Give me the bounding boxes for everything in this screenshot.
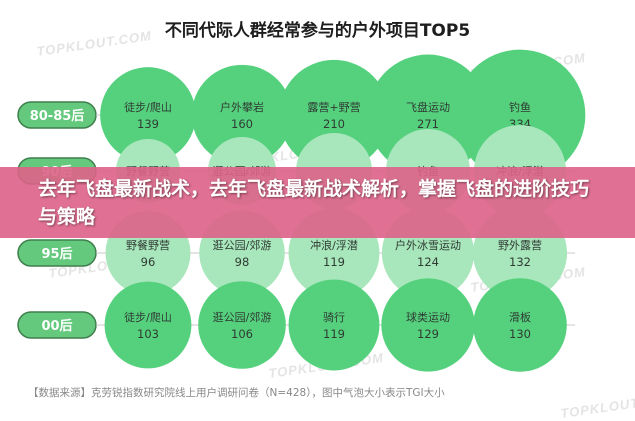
bubble-activity-label: 户外冰雪运动	[395, 238, 461, 252]
bubble-activity-label: 滑板	[509, 310, 531, 324]
bubble-tgi-value: 96	[141, 255, 156, 269]
bubble-activity-label: 野外露营	[498, 238, 542, 252]
bubble-tgi-value: 130	[509, 327, 531, 341]
bubble	[473, 278, 567, 372]
bubble-activity-label: 户外攀岩	[220, 100, 264, 114]
bubble-activity-label: 徒步/爬山	[124, 310, 172, 324]
bubble-tgi-value: 98	[235, 255, 250, 269]
bubble-row: 00后 徒步/爬山 103 逛公园/郊游 106 骑行 119 球类运动 129 滑板 130	[17, 278, 575, 372]
bubble-tgi-value: 139	[137, 117, 159, 131]
bubble	[288, 279, 380, 371]
bubble	[198, 281, 286, 369]
bubble-tgi-value: 119	[323, 255, 345, 269]
bubble-tgi-value: 119	[323, 327, 345, 341]
bubble	[278, 59, 390, 171]
bubble-activity-label: 球类运动	[406, 310, 450, 324]
bubble-tgi-value: 210	[323, 117, 345, 131]
bubble-activity-label: 骑行	[323, 311, 345, 324]
overlay-banner: 去年飞盘最新战术，去年飞盘最新战术解析，掌握飞盘的进阶技巧与策略	[0, 167, 635, 238]
chart-title: 不同代际人群经常参与的户外项目TOP5	[164, 21, 471, 41]
row-label: 80-85后	[30, 108, 85, 124]
source-note: 【数据来源】克劳锐指数研究院线上用户调研问卷（N=428），图中气泡大小表示TG…	[28, 387, 445, 399]
bubble-tgi-value: 106	[231, 327, 253, 341]
bubble	[100, 67, 196, 163]
bubble-activity-label: 逛公园/郊游	[213, 311, 272, 324]
bubble	[381, 278, 475, 372]
row-label: 95后	[41, 246, 72, 262]
bubble-activity-label: 露营+野营	[307, 100, 360, 114]
bubble-activity-label: 飞盘运动	[406, 100, 450, 114]
banner-text: 去年飞盘最新战术，去年飞盘最新战术解析，掌握飞盘的进阶技巧与策略	[38, 178, 590, 228]
bubble-activity-label: 冲浪/浮潜	[310, 238, 358, 252]
bubble-activity-label: 徒步/爬山	[124, 100, 172, 114]
bubble-tgi-value: 271	[417, 117, 439, 131]
bubble	[191, 64, 293, 166]
bubble-activity-label: 逛公园/郊游	[213, 239, 272, 252]
bubble-tgi-value: 160	[231, 117, 253, 131]
bubble-activity-label: 钓鱼	[509, 100, 531, 114]
row-label: 00后	[41, 318, 72, 334]
bubble-tgi-value: 129	[417, 327, 439, 341]
bubble	[104, 281, 192, 369]
bubble-tgi-value: 103	[137, 327, 159, 341]
bubble-activity-label: 野餐野营	[126, 238, 170, 252]
bubble-tgi-value: 124	[417, 255, 439, 269]
bubble-tgi-value: 132	[509, 255, 531, 269]
